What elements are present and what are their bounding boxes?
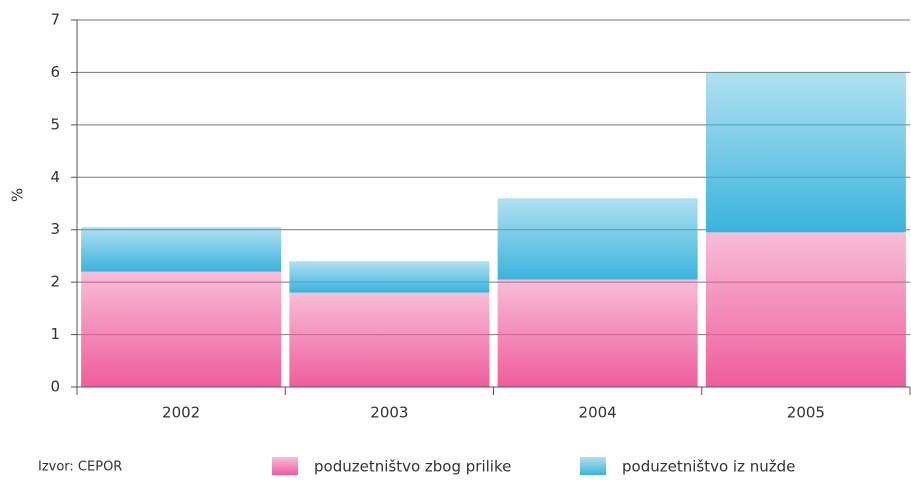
bar-segment (289, 292, 490, 387)
legend-swatch (580, 457, 606, 475)
x-tick-label: 2002 (162, 404, 200, 422)
bar-segment (497, 279, 698, 387)
bar-segment (705, 232, 906, 387)
y-tick-label: 0 (50, 378, 60, 396)
y-tick-label: 3 (50, 220, 60, 238)
bar-segment (705, 72, 906, 233)
y-tick-label: 7 (50, 11, 60, 29)
legend-label: poduzetništvo iz nužde (622, 458, 795, 476)
legend-label: poduzetništvo zbog prilike (314, 458, 511, 476)
bar-segment (289, 261, 490, 293)
legend-swatch (272, 457, 298, 475)
source-note: Izvor: CEPOR (38, 460, 122, 475)
y-tick-label: 6 (50, 63, 60, 81)
bar-segment (81, 227, 282, 272)
x-tick-label: 2005 (787, 404, 825, 422)
x-tick-label: 2004 (579, 404, 617, 422)
x-tick-label: 2003 (370, 404, 408, 422)
bar-segment (81, 271, 282, 387)
bar-segment (497, 198, 698, 280)
y-tick-label: 4 (50, 168, 60, 186)
y-tick-label: 2 (50, 273, 60, 291)
y-tick-label: 5 (50, 115, 60, 133)
y-tick-label: 1 (50, 325, 60, 343)
y-axis-label: % (9, 188, 27, 202)
